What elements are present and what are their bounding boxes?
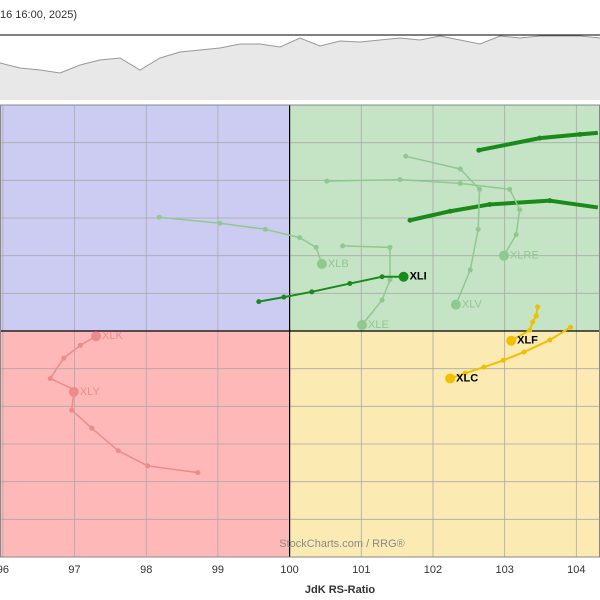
tail-point: [309, 289, 315, 295]
tail-point: [89, 425, 95, 431]
tail-point: [73, 388, 79, 394]
series-label: XLK: [102, 330, 123, 342]
tail-point: [47, 375, 53, 381]
head-point: [398, 271, 409, 282]
tail-line: [258, 275, 404, 303]
watermark: StockCharts.com / RRG®: [279, 538, 404, 550]
tail-point: [535, 304, 541, 310]
x-tick-label: 99: [212, 564, 224, 576]
tail-point: [537, 135, 543, 141]
tail-point: [347, 281, 353, 287]
tail-point: [403, 153, 409, 159]
tail-point: [547, 337, 553, 343]
series-label: XLF: [517, 335, 538, 347]
x-tick-label: 97: [68, 564, 80, 576]
tail-point: [256, 299, 262, 305]
tail-point: [77, 342, 83, 348]
tail-point: [69, 407, 75, 413]
x-tick-label: 103: [495, 564, 513, 576]
tail-point: [397, 177, 403, 183]
head-point: [450, 299, 461, 310]
x-tick-label: 100: [280, 564, 298, 576]
tail-point: [379, 274, 385, 280]
tail-point: [457, 166, 463, 172]
x-tick-label: 104: [567, 564, 585, 576]
tail-point: [156, 214, 162, 220]
tail-point: [195, 470, 201, 476]
tail-point: [340, 243, 346, 249]
x-tick-label: 101: [352, 564, 370, 576]
tail-point: [407, 217, 413, 223]
tail-line: [405, 155, 481, 305]
series-label: XLY: [80, 386, 101, 398]
tail-point: [217, 220, 223, 226]
tail-point: [313, 244, 319, 250]
tail-point: [568, 324, 574, 330]
tail-point: [387, 244, 393, 250]
tail-point: [477, 186, 483, 192]
tail-point: [462, 370, 468, 376]
tail-point: [507, 186, 513, 192]
x-tick-label: 96: [0, 564, 9, 576]
tail-point: [527, 327, 533, 333]
tail-point: [447, 208, 453, 214]
benchmark-area: [0, 36, 600, 100]
tail-point: [281, 294, 287, 300]
benchmark-line: [0, 35, 600, 74]
tail-point: [547, 198, 553, 204]
tail-point: [145, 463, 151, 469]
series-label: XLI: [410, 271, 427, 283]
head-point: [498, 250, 509, 261]
tail-point: [387, 277, 393, 283]
series-label: XLC: [456, 372, 478, 384]
head-point: [506, 335, 517, 346]
tail-line: [478, 130, 599, 153]
tail-point: [324, 178, 330, 184]
tail-point: [577, 131, 583, 137]
x-tick-label: 102: [424, 564, 442, 576]
head-point: [316, 258, 327, 269]
tail-point: [487, 201, 493, 207]
date-text: 16 16:00, 2025): [0, 9, 77, 21]
tail-point: [476, 147, 482, 153]
tail-point: [517, 207, 523, 213]
tail-line: [159, 216, 323, 265]
tail-point: [513, 232, 519, 238]
series-label: XLB: [328, 258, 349, 270]
head-point: [91, 331, 102, 342]
head-point: [445, 373, 456, 384]
tail-point: [533, 313, 539, 319]
tail-point: [457, 180, 463, 186]
tail-point: [262, 226, 268, 232]
tail-point: [481, 364, 487, 370]
series-label: XLV: [462, 299, 483, 311]
head-point: [357, 319, 368, 330]
tail-point: [467, 267, 473, 273]
tail-point: [115, 448, 121, 454]
tail-point: [379, 297, 385, 303]
tail-line: [70, 391, 198, 474]
tail-point: [500, 357, 506, 363]
tail-point: [521, 349, 527, 355]
tail-point: [530, 319, 536, 325]
series-label: XLE: [368, 319, 389, 331]
tail-point: [61, 355, 67, 361]
x-tick-label: 98: [140, 564, 152, 576]
x-axis-title: JdK RS-Ratio: [305, 584, 376, 596]
tail-point: [297, 235, 303, 241]
tail-point: [475, 226, 481, 232]
series-label: XLRE: [510, 250, 539, 262]
